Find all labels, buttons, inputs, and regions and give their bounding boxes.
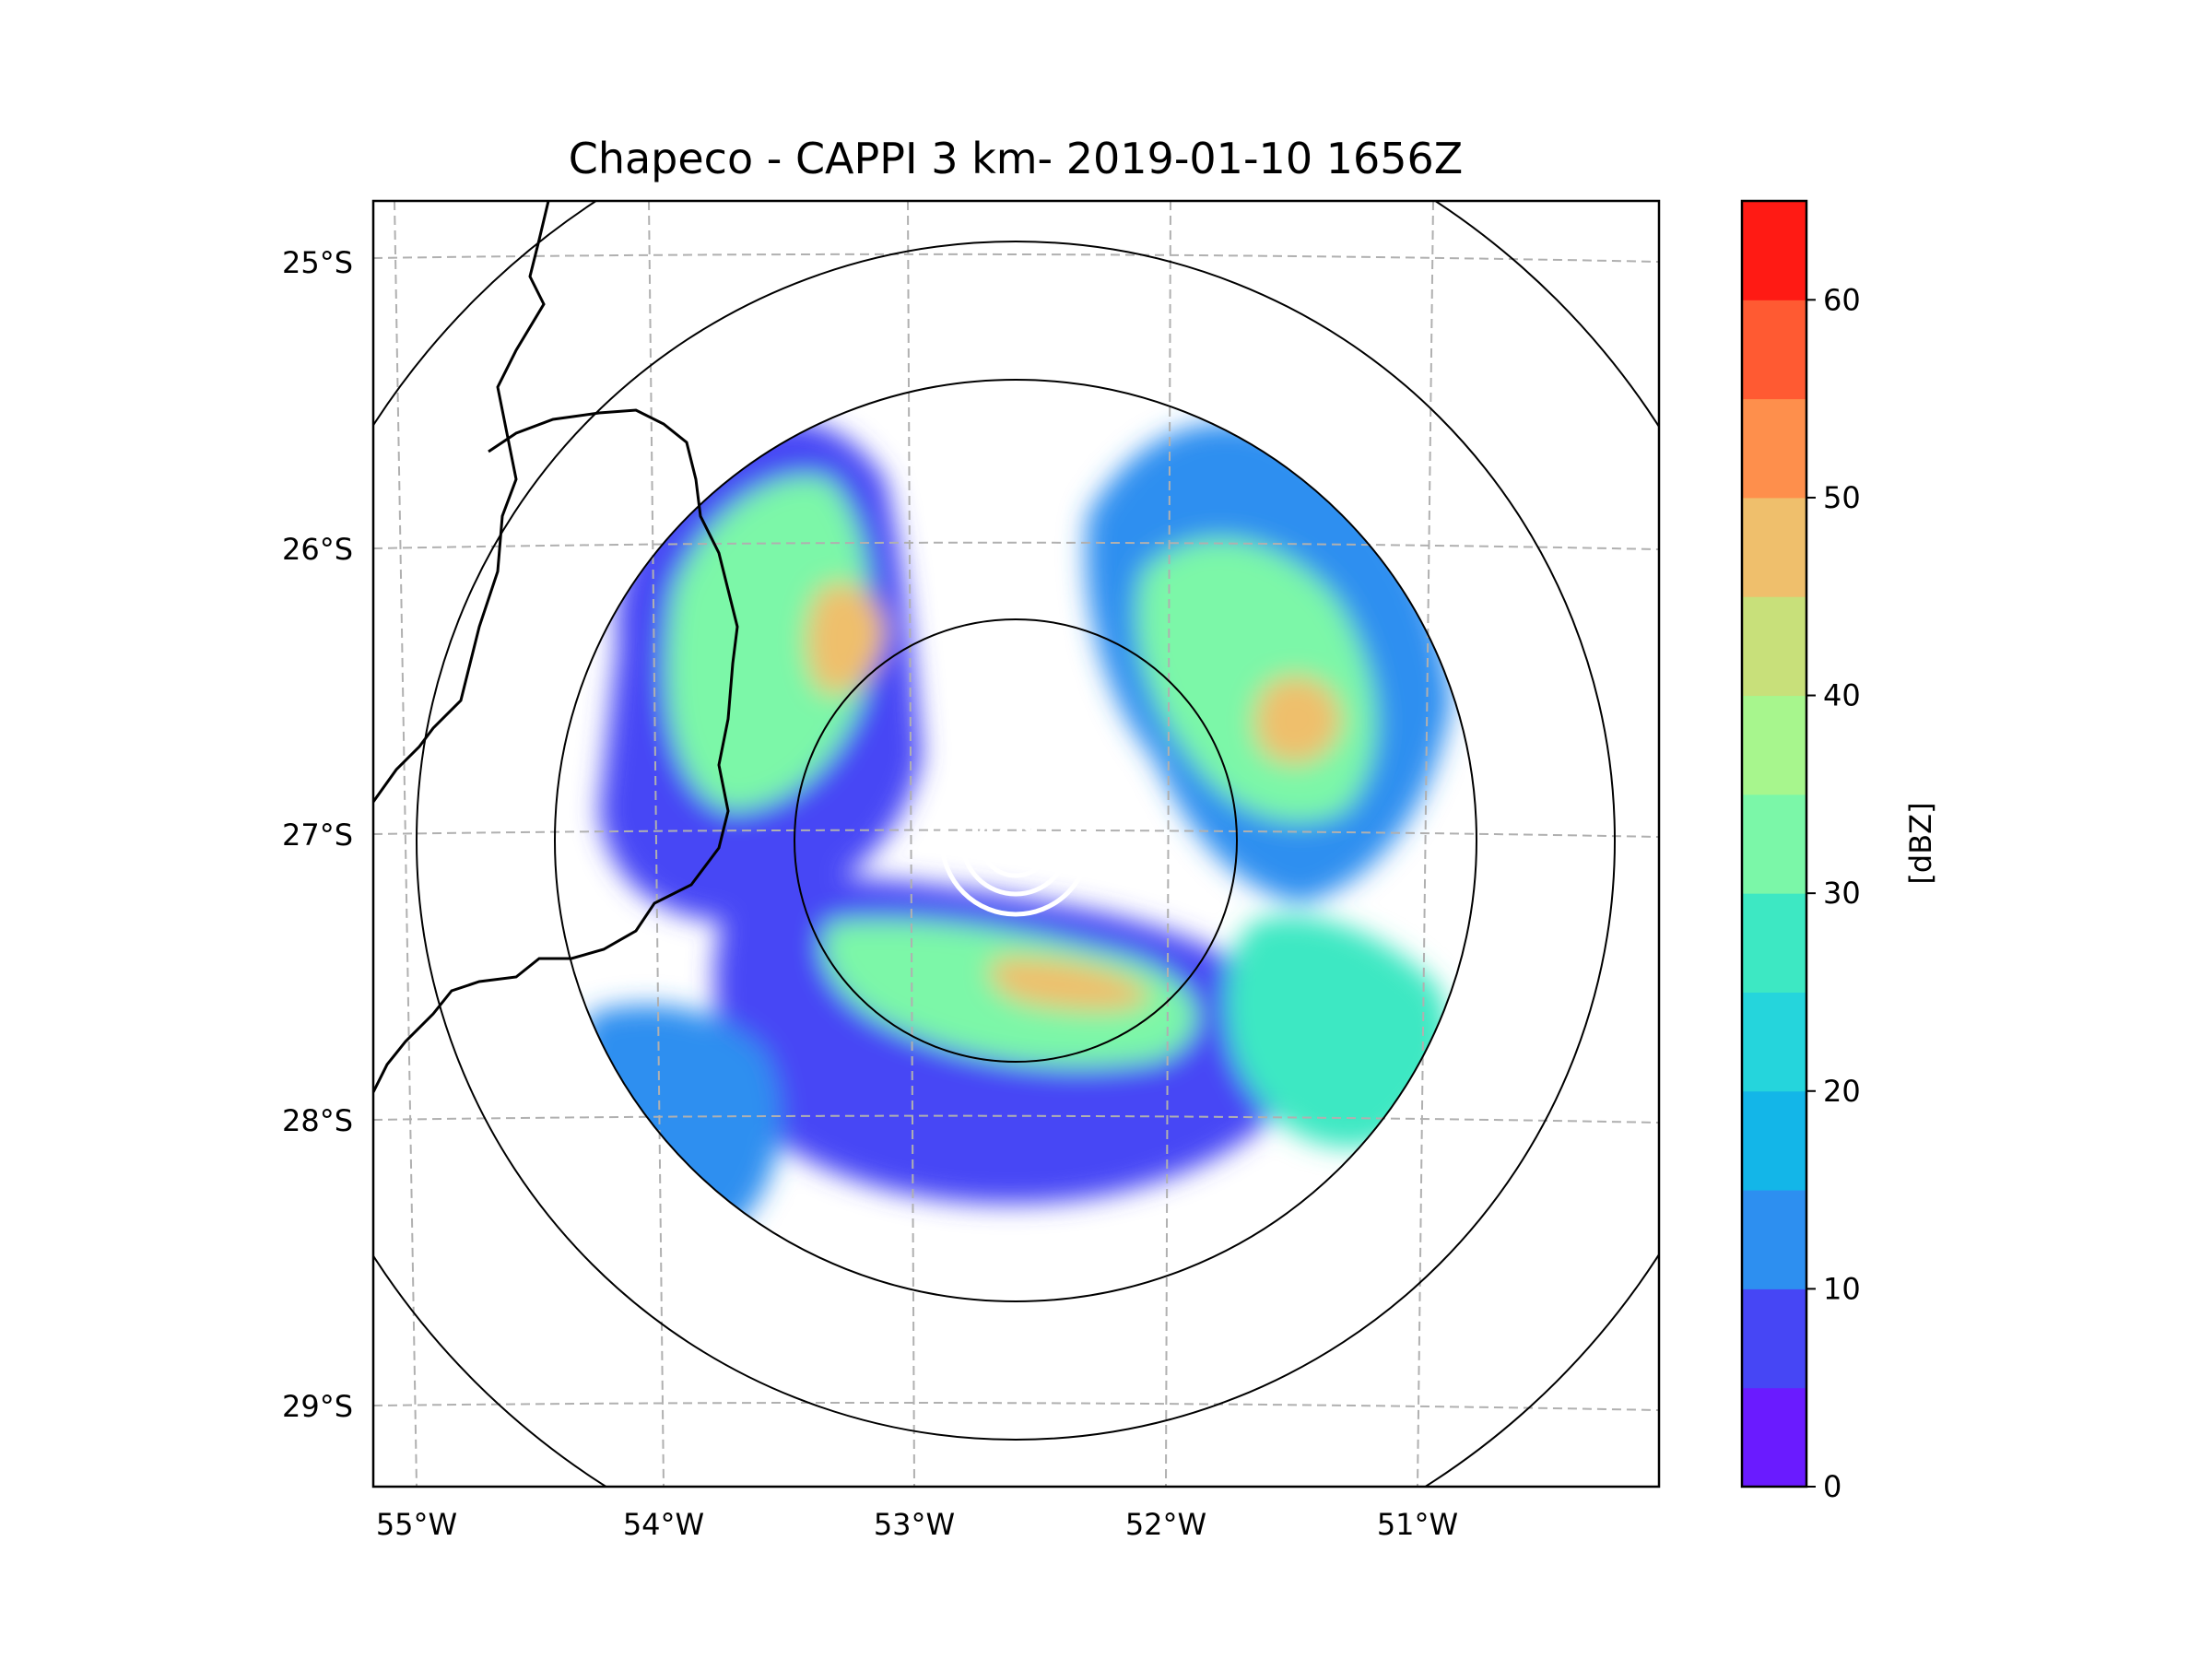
lon-tick-label: 53°W — [874, 1507, 955, 1542]
range-rings — [373, 201, 1659, 1487]
colorbar-ticks: 0 10 20 30 40 50 60 — [1806, 282, 1861, 1504]
colorbar-tick-label: 60 — [1823, 282, 1861, 317]
colorbar-swatch — [1742, 201, 1806, 300]
range-ring-mid — [554, 379, 1477, 1302]
graticule — [373, 201, 1659, 1487]
colorbar-tick-label: 30 — [1823, 876, 1861, 911]
country-borders — [373, 201, 739, 1093]
colorbar-swatch — [1742, 497, 1806, 597]
axes-frame — [371, 199, 1661, 1488]
colorbar-tick-label: 50 — [1823, 480, 1861, 515]
echo-southeast — [1225, 915, 1449, 1148]
colorbar-frame — [1740, 199, 1808, 1488]
colorbar-tick-label: 20 — [1823, 1074, 1861, 1109]
colorbar-tick-label: 0 — [1823, 1469, 1841, 1504]
colorbar-swatch — [1742, 1090, 1806, 1191]
colorbar-swatch — [1742, 596, 1806, 697]
colorbar-swatch — [1742, 300, 1806, 400]
chart-title: Chapeco - CAPPI 3 km- 2019-01-10 1656Z — [569, 134, 1464, 183]
colorbar-tick-label: 10 — [1823, 1271, 1861, 1306]
lon-tick-label: 51°W — [1377, 1507, 1458, 1542]
lon-tick-label: 55°W — [376, 1507, 457, 1542]
colorbar-swatch — [1742, 1288, 1806, 1389]
colorbar-swatch — [1742, 794, 1806, 894]
radar-site-rings — [939, 764, 1092, 917]
lat-tick-labels: 25°S 26°S 27°S 28°S 29°S — [282, 245, 353, 1424]
lat-tick-label: 28°S — [282, 1103, 353, 1138]
range-ring-outer — [416, 241, 1616, 1441]
lat-tick-label: 25°S — [282, 245, 353, 280]
lon-tick-label: 54°W — [623, 1507, 704, 1542]
lat-tick-label: 29°S — [282, 1389, 353, 1424]
lat-tick-label: 26°S — [282, 532, 353, 567]
echo-south-max — [990, 958, 1152, 1011]
colorbar-swatch — [1742, 1387, 1806, 1488]
lat-tick-label: 27°S — [282, 818, 353, 853]
colorbar-label: [dBZ] — [1903, 802, 1938, 884]
colorbar-tick-label: 40 — [1823, 678, 1861, 713]
colorbar: 0 10 20 30 40 50 60 [dBZ] — [1740, 199, 1938, 1504]
colorbar-swatches — [1742, 201, 1806, 1488]
colorbar-swatch — [1742, 992, 1806, 1092]
colorbar-swatch — [1742, 398, 1806, 499]
range-ring-inner — [794, 618, 1238, 1063]
echo-west-max — [806, 582, 885, 694]
echo-northeast-max — [1254, 676, 1342, 764]
colorbar-swatch — [1742, 695, 1806, 795]
lon-tick-label: 52°W — [1125, 1507, 1206, 1542]
map-background — [373, 201, 1659, 1487]
colorbar-swatch — [1742, 1190, 1806, 1289]
colorbar-swatch — [1742, 893, 1806, 993]
map-axes: 25°S 26°S 27°S 28°S 29°S 55°W 54°W 53°W … — [282, 199, 1661, 1542]
lon-tick-labels: 55°W 54°W 53°W 52°W 51°W — [376, 1507, 1458, 1542]
echo-west-core — [665, 476, 870, 811]
